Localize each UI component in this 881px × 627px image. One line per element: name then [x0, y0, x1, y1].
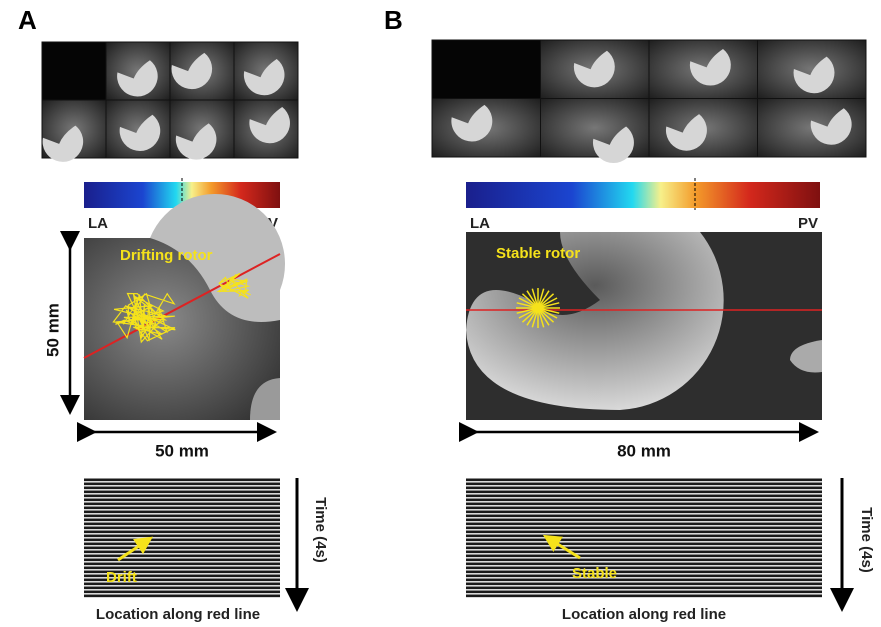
panel-label: A	[18, 5, 37, 35]
scale-label: 50 mm	[155, 441, 209, 460]
thumbnail-grid	[432, 40, 866, 163]
figure: A LA PV Drifting rotor 50 mm 50 mm Drift…	[0, 0, 881, 627]
thumbnail	[432, 40, 541, 99]
colorbar-label: LA	[470, 215, 490, 232]
thumbnail	[42, 42, 106, 100]
image-label: Stable rotor	[496, 245, 580, 262]
image-label: Drifting rotor	[120, 247, 213, 264]
axis-label: Location along red line	[96, 606, 260, 623]
annotation: Drift	[106, 569, 137, 586]
thumbnail-grid	[42, 42, 298, 162]
scale-label: 80 mm	[617, 441, 671, 460]
colorbar-label: PV	[798, 215, 818, 232]
scale-label: 50 mm	[43, 303, 62, 357]
colorbar-label: LA	[88, 215, 108, 232]
axis-label: Location along red line	[562, 606, 726, 623]
panel-label: B	[384, 5, 403, 35]
kymograph	[466, 478, 822, 598]
time-label: Time (4s)	[312, 497, 329, 563]
annotation: Stable	[572, 565, 617, 582]
rotor-image	[84, 194, 285, 420]
time-label: Time (4s)	[858, 507, 875, 573]
colorbar	[466, 182, 820, 208]
